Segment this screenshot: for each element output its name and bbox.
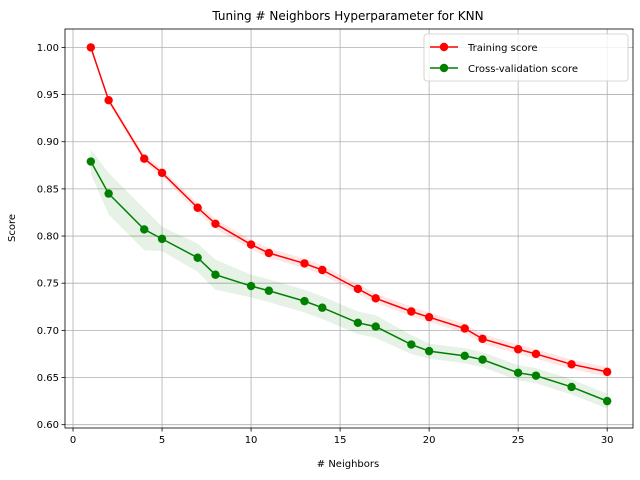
y-tick-label: 0.75 <box>37 279 59 290</box>
data-point <box>353 318 363 328</box>
y-tick-label: 0.90 <box>37 137 59 148</box>
data-point <box>407 307 416 316</box>
x-tick-label: 0 <box>70 435 76 446</box>
data-point <box>478 334 487 344</box>
data-point <box>567 382 576 392</box>
x-tick-label: 10 <box>245 435 258 446</box>
y-tick-label: 0.95 <box>37 90 59 101</box>
series-band-1 <box>90 149 608 409</box>
data-point <box>140 225 149 234</box>
data-point <box>531 349 541 359</box>
x-tick-label: 15 <box>334 435 347 446</box>
legend: Training score Cross-validation score <box>423 33 629 82</box>
x-axis-label: # Neighbors <box>317 459 379 470</box>
x-tick-label: 20 <box>423 435 436 446</box>
x-axis-ticks: 0 5 10 15 20 25 30 <box>70 428 614 446</box>
data-point <box>371 294 380 303</box>
data-point <box>246 281 256 291</box>
data-point <box>157 168 167 178</box>
data-point <box>460 351 469 361</box>
data-point <box>602 367 612 377</box>
y-tick-label: 0.85 <box>37 184 59 195</box>
y-tick-label: 0.70 <box>37 326 59 337</box>
series-lines <box>90 47 608 402</box>
data-point <box>318 265 327 275</box>
data-point <box>478 355 487 364</box>
data-point <box>300 296 309 306</box>
data-point <box>104 189 113 198</box>
y-tick-label: 0.65 <box>37 373 59 384</box>
data-point <box>86 43 96 52</box>
legend-swatch-marker <box>439 63 449 73</box>
y-axis-ticks: 0.60 0.65 0.70 0.75 0.80 0.85 0.90 0.95 1.00 <box>37 43 65 431</box>
x-tick-label: 30 <box>601 435 614 446</box>
legend-label: Cross-validation score <box>468 64 578 75</box>
chart-title: Tuning # Neighbors Hyperparameter for KN… <box>211 9 483 23</box>
data-point <box>513 345 523 354</box>
data-point <box>157 234 167 244</box>
data-point <box>424 346 434 356</box>
data-point <box>513 368 523 378</box>
data-point <box>371 322 380 331</box>
y-tick-label: 1.00 <box>37 43 59 54</box>
data-point <box>264 286 274 295</box>
data-point <box>407 340 416 349</box>
data-point <box>460 324 469 333</box>
legend-swatch-marker <box>439 42 449 52</box>
series-line-1 <box>90 161 608 402</box>
data-point <box>424 312 434 322</box>
data-point <box>602 396 612 406</box>
grid <box>65 29 633 428</box>
data-point <box>86 157 96 166</box>
data-point <box>353 284 363 294</box>
data-point <box>318 303 327 312</box>
confidence-bands <box>90 47 608 409</box>
data-point <box>193 253 202 262</box>
y-axis-label: Score <box>7 214 18 242</box>
series-line-0 <box>90 47 608 373</box>
data-point <box>104 96 113 105</box>
series-points <box>86 43 612 406</box>
data-point <box>531 371 541 380</box>
data-point <box>193 203 202 212</box>
x-tick-label: 5 <box>159 435 165 446</box>
y-tick-label: 0.60 <box>37 420 59 431</box>
data-point <box>211 270 220 279</box>
data-point <box>211 219 220 228</box>
data-point <box>140 154 149 163</box>
y-tick-label: 0.80 <box>37 232 59 243</box>
plot-frame <box>64 28 634 429</box>
legend-label: Training score <box>467 43 538 54</box>
data-point <box>246 240 256 249</box>
legend-box <box>423 33 629 82</box>
data-point <box>567 360 576 369</box>
data-point <box>264 248 274 258</box>
data-point <box>300 259 309 268</box>
x-tick-label: 25 <box>512 435 525 446</box>
